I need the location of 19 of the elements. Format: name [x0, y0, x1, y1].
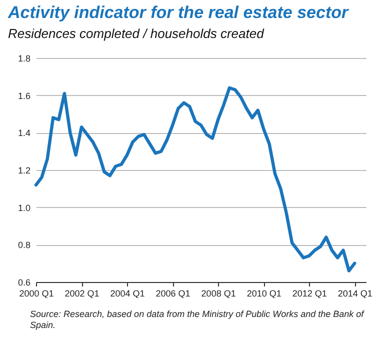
x-tick-label: 2006 Q1	[156, 288, 190, 298]
x-tick-label: 2014 Q1	[338, 288, 372, 298]
y-tick-label: 1.4	[18, 128, 30, 138]
y-tick-label: 1.0	[18, 202, 30, 213]
chart-subtitle: Residences completed / households created	[8, 26, 265, 41]
y-tick-label: 1.2	[18, 166, 30, 176]
y-tick-label: 1.8	[18, 54, 30, 64]
chart-title: Activity indicator for the real estate sector	[7, 3, 350, 22]
x-tick-label: 2012 Q1	[292, 288, 327, 298]
y-tick-label: 0.6	[18, 278, 30, 288]
x-tick-label: 2000 Q1	[19, 288, 54, 298]
x-tick-label: 2010 Q1	[246, 288, 282, 298]
x-tick-label: 2004 Q1	[110, 288, 145, 298]
x-tick-label: 2008 Q1	[201, 288, 236, 298]
source-note: Source: Research, based on data from the Ministry of Public Works and the Bank of Spain.	[30, 309, 366, 331]
line-series	[34, 86, 356, 272]
x-tick-label: 2002 Q1	[64, 288, 100, 298]
y-tick-label: 0.8	[18, 240, 30, 250]
y-tick-label: 1.6	[18, 90, 30, 101]
